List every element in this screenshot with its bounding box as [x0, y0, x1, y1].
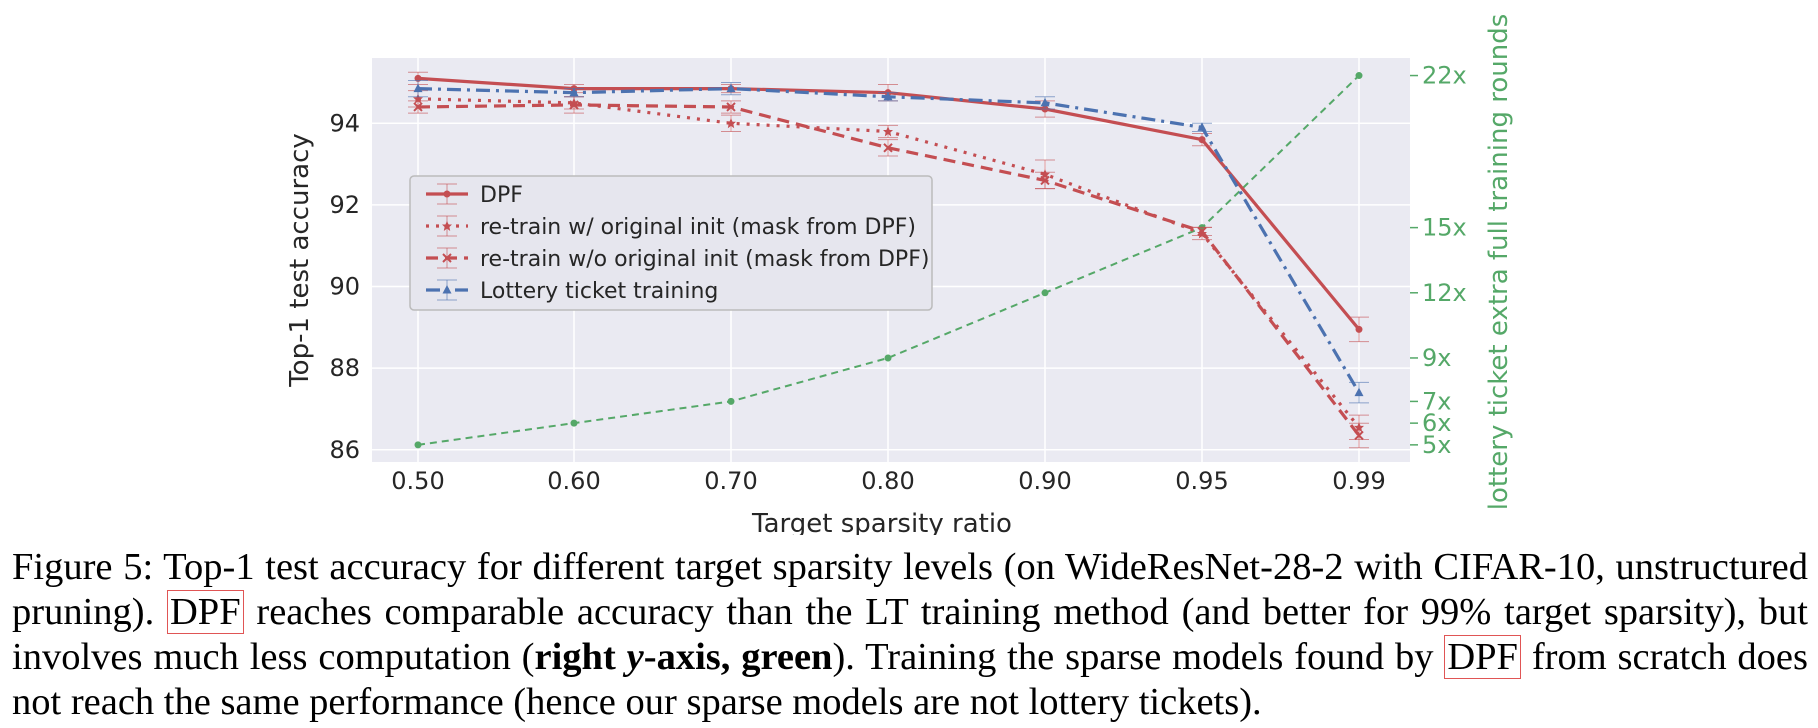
chart: 0.50 0.60 0.70 0.80 0.90 0.95 0.99 8688909294 … [285, 14, 1514, 535]
caption-bold-right: right [534, 636, 627, 678]
caption-italic-y: y [626, 636, 644, 678]
x-ticks: 0.50 0.60 0.70 0.80 0.90 0.95 0.99 [391, 467, 1385, 495]
y2-tick-label: 7x [1422, 387, 1451, 415]
right-series-point [1041, 289, 1049, 297]
legend-label: re-train w/ original init (mask from DPF… [480, 215, 916, 240]
y2-tick-label: 22x [1422, 62, 1467, 90]
x-axis-label: Target sparsity ratio [751, 509, 1012, 535]
series-3 [408, 79, 1369, 404]
series-point [413, 83, 423, 93]
y-ticks: 86 88 90 92 94 [329, 109, 360, 463]
y2-tick-label: 15x [1422, 214, 1467, 242]
y2-tick-label: 12x [1422, 279, 1467, 307]
series-point [569, 87, 579, 97]
right-series-point [884, 354, 892, 362]
series-point [1197, 122, 1207, 131]
right-series-point [727, 397, 735, 405]
caption-part2: reaches comparable accuracy than the LT … [12, 591, 1808, 678]
caption-bold-axis: -axis, green [643, 636, 833, 678]
x-tick-label: 0.70 [704, 467, 757, 495]
legend-label: Lottery ticket training [480, 279, 718, 304]
caption-part3: ). Training the sparse models found by [832, 636, 1434, 678]
y-axis-label: Top-1 test accuracy [285, 133, 315, 388]
y2-tick-label: 9x [1422, 344, 1451, 372]
legend-label: re-train w/o original init (mask from DP… [480, 247, 929, 272]
series-point [726, 83, 736, 93]
series-point [1040, 175, 1050, 186]
dpf-reference-link-1[interactable]: DPF [166, 590, 244, 634]
series-point [1355, 325, 1363, 333]
x-tick-label: 0.80 [861, 467, 914, 495]
legend-box [409, 175, 933, 311]
legend-label: DPF [480, 183, 523, 208]
series-point [1354, 430, 1364, 441]
legend-marker [442, 221, 452, 231]
y-tick-label: 92 [329, 191, 360, 219]
y-tick-label: 86 [329, 436, 360, 464]
series-group [408, 71, 1369, 449]
caption-part1: Figure 5: Top-1 test accuracy for differ… [12, 546, 1808, 633]
y2-axis-label: lottery ticket extra full training round… [1484, 14, 1514, 511]
y-tick-label: 90 [329, 273, 360, 301]
series-point [569, 100, 579, 110]
x-tick-label: 0.99 [1332, 467, 1385, 495]
y2-tick-label: 6x [1422, 409, 1451, 437]
figure-caption: Figure 5: Top-1 test accuracy for differ… [12, 545, 1808, 725]
series-point [883, 143, 893, 153]
series-point [883, 126, 893, 137]
series-point [1198, 136, 1206, 144]
series-point [1354, 387, 1364, 397]
right-series-point [570, 419, 578, 427]
series-2 [408, 96, 1369, 449]
right-series-point [1355, 72, 1363, 80]
caption-part4: from scratch does not reach the same per… [12, 636, 1809, 723]
series-point [883, 91, 893, 101]
x-tick-label: 0.60 [547, 467, 600, 495]
right-series-point [414, 441, 422, 449]
legend-marker [442, 253, 452, 263]
x-tick-label: 0.95 [1175, 467, 1228, 495]
series-point [726, 102, 736, 112]
legend: DPF re-train w/ original init (mask from … [409, 175, 933, 311]
y-tick-label: 88 [329, 354, 360, 382]
y2-tick-label: 5x [1422, 431, 1451, 459]
x-tick-label: 0.90 [1018, 467, 1071, 495]
x-tick-label: 0.50 [391, 467, 444, 495]
dpf-reference-link-2[interactable]: DPF [1444, 635, 1521, 679]
series-point [726, 118, 736, 129]
series-point [1197, 226, 1207, 237]
series-point [413, 102, 423, 112]
y-tick-label: 94 [329, 109, 360, 137]
legend-marker [442, 285, 452, 294]
series-point [1040, 97, 1050, 107]
legend-marker [443, 190, 451, 198]
